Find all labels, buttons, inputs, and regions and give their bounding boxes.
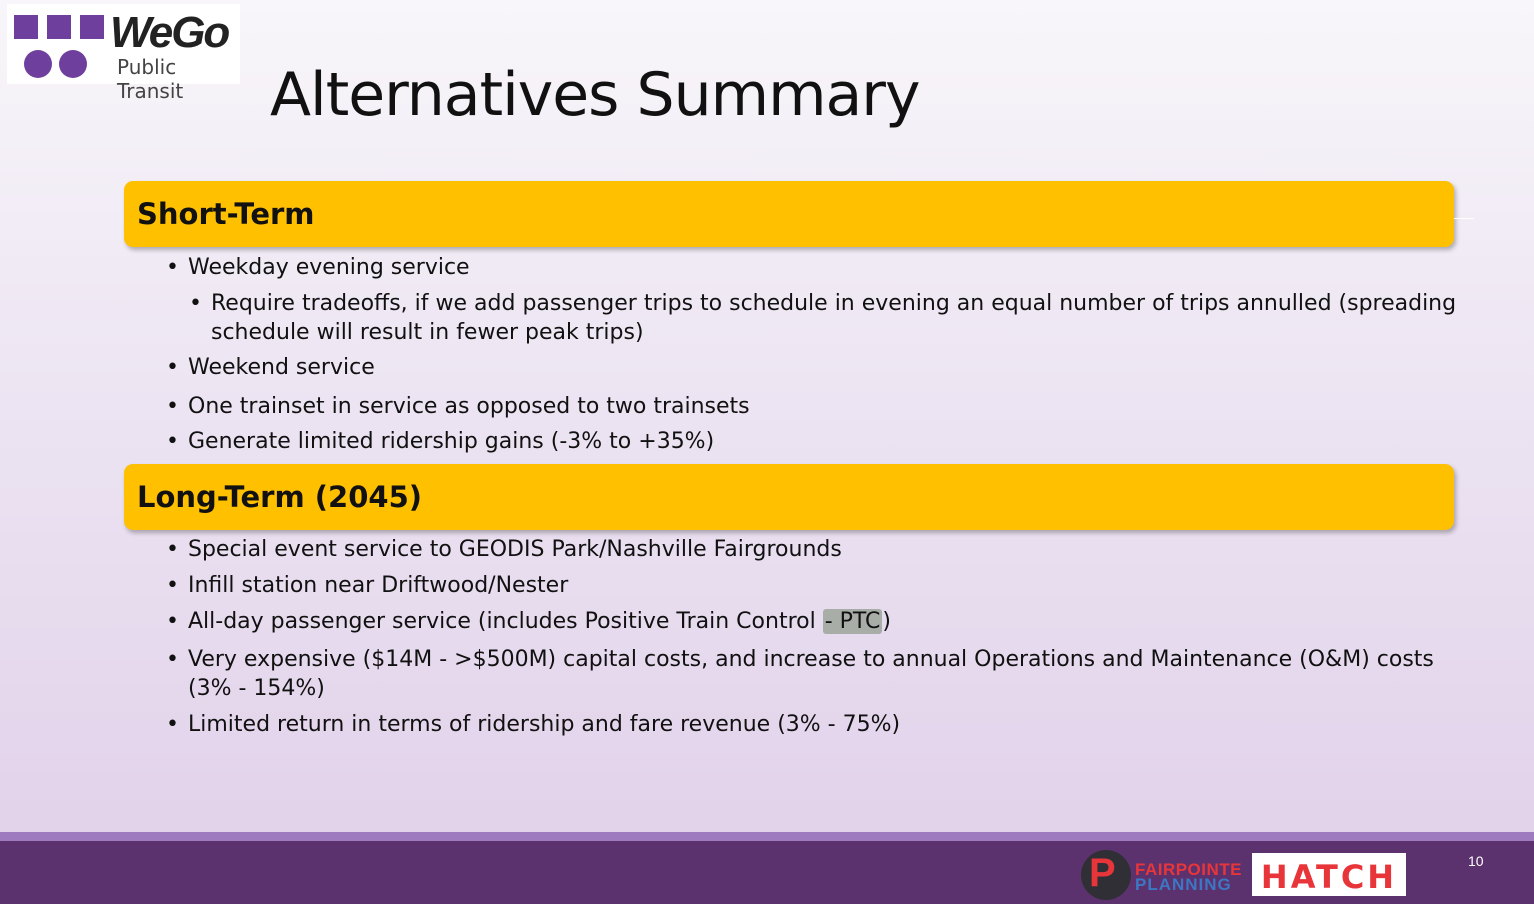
list-item: Special event service to GEODIS Park/Nas… [166, 535, 1458, 564]
page-number: 10 [1468, 853, 1484, 869]
fairpointe-mark: P [1089, 851, 1116, 895]
planning-logo-text: PLANNING [1135, 875, 1232, 894]
short-term-list: Weekday evening service Require tradeoff… [166, 253, 1534, 456]
logo-square-icon [80, 15, 104, 39]
logo-circle-icon [59, 50, 87, 78]
section-header-long-term: Long-Term (2045) [124, 464, 1454, 530]
list-item: All-day passenger service (includes Posi… [166, 607, 1458, 636]
logo-square-icon [14, 15, 38, 39]
logo-square-icon [47, 15, 71, 39]
list-item: Infill station near Driftwood/Nester [166, 571, 1458, 600]
list-item: One trainset in service as opposed to tw… [166, 392, 1534, 421]
list-item: Weekend service [166, 353, 1534, 382]
list-item: Generate limited ridership gains (-3% to… [166, 427, 1534, 456]
section-heading: Short-Term [137, 197, 315, 231]
fairpointe-logo-text: FAIRPOINTE [1135, 860, 1243, 879]
fairpointe-logo-icon [1081, 850, 1131, 900]
long-term-list: Special event service to GEODIS Park/Nas… [166, 535, 1458, 739]
logo-tagline: Public Transit [117, 55, 184, 103]
list-item-text: ) [882, 609, 892, 634]
highlighted-text: - PTC [822, 609, 883, 634]
hatch-logo-text: HATCH [1260, 858, 1398, 896]
logo-circle-icon [24, 50, 52, 78]
section-header-short-term: Short-Term [124, 181, 1454, 247]
list-item: Limited return in terms of ridership and… [166, 710, 1458, 739]
slide-title: Alternatives Summary [270, 60, 920, 130]
divider [1454, 218, 1474, 219]
list-item: Weekday evening service [166, 253, 1534, 282]
list-item-sub: Require tradeoffs, if we add passenger t… [189, 289, 1534, 347]
list-item: Very expensive ($14M - >$500M) capital c… [166, 645, 1458, 703]
logo-brand: WeGo [110, 8, 230, 57]
hatch-logo: HATCH [1252, 853, 1406, 896]
list-item-text: All-day passenger service (includes Posi… [188, 609, 823, 634]
wego-logo: WeGo Public Transit [7, 4, 240, 103]
section-heading: Long-Term (2045) [137, 480, 423, 514]
